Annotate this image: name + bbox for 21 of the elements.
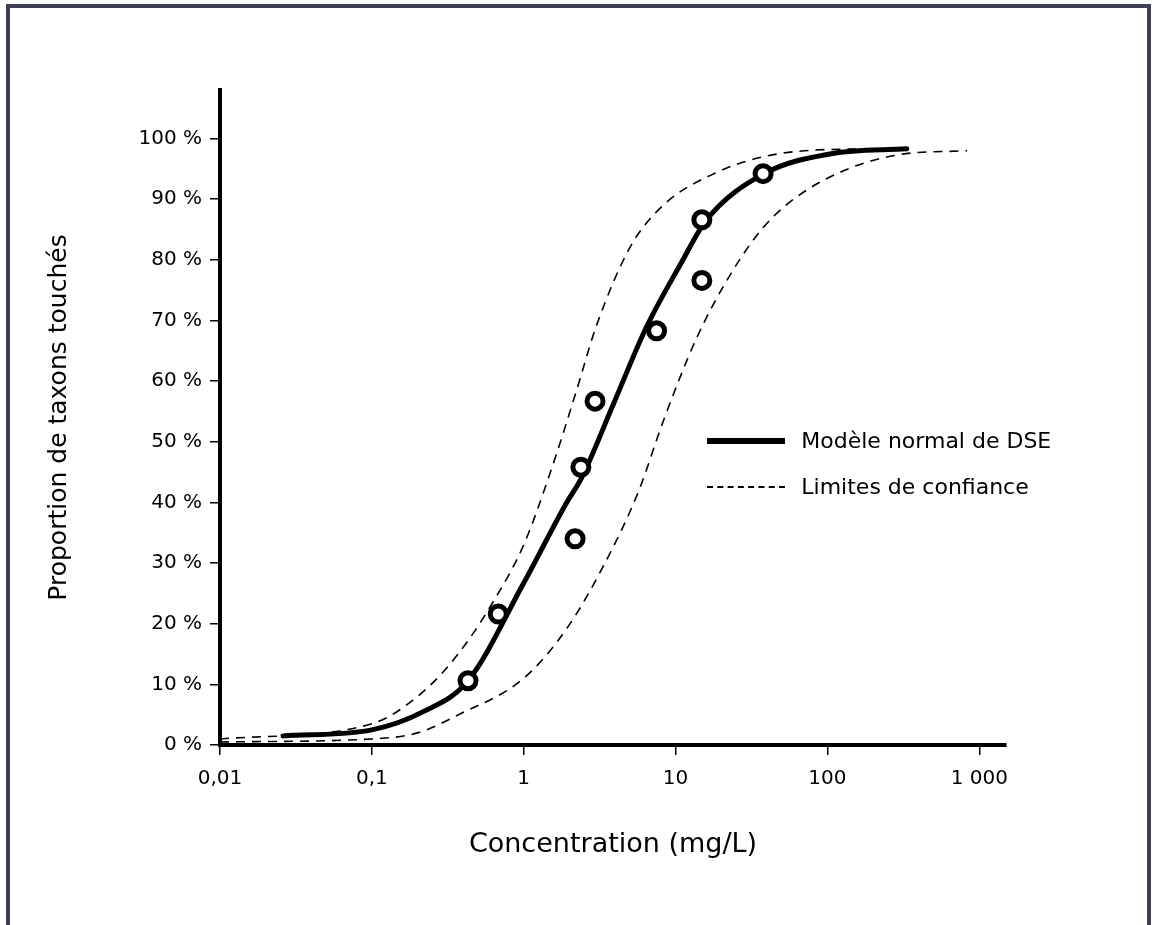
- x-tick-label: 0,1: [355, 765, 388, 790]
- y-tick-label: 80 %: [151, 246, 202, 271]
- y-tick-label: 40 %: [151, 488, 202, 513]
- x-tick-label: 0,01: [197, 765, 243, 790]
- y-tick-label: 20 %: [151, 609, 202, 634]
- y-tick-label: 100 %: [138, 124, 202, 149]
- y-tick-label: 0 %: [163, 731, 202, 756]
- y-tick-label: 30 %: [151, 549, 202, 574]
- y-tick-label: 60 %: [151, 367, 202, 392]
- y-tick-label: 70 %: [151, 306, 202, 331]
- y-tick-label: 90 %: [151, 185, 202, 210]
- x-tick-label: 10: [662, 765, 689, 790]
- legend-label: Limites de confiance: [801, 474, 1029, 499]
- y-axis-title: Proportion de taxons touchés: [42, 234, 72, 601]
- x-tick-label: 1 000: [950, 765, 1008, 790]
- x-tick-label: 100: [808, 765, 847, 790]
- x-axis-title: Concentration (mg/L): [468, 826, 758, 858]
- y-tick-label: 50 %: [151, 427, 202, 452]
- x-tick-label: 1: [517, 765, 531, 790]
- y-tick-label: 10 %: [151, 670, 202, 695]
- legend-label: Modèle normal de DSE: [801, 428, 1052, 453]
